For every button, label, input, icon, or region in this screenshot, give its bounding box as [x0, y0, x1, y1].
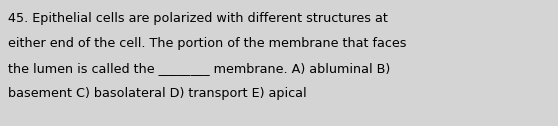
Text: the lumen is called the ________ membrane. A) abluminal B): the lumen is called the ________ membran… — [8, 62, 390, 75]
Text: either end of the cell. The portion of the membrane that faces: either end of the cell. The portion of t… — [8, 37, 406, 50]
Text: 45. Epithelial cells are polarized with different structures at: 45. Epithelial cells are polarized with … — [8, 12, 388, 25]
Text: basement C) basolateral D) transport E) apical: basement C) basolateral D) transport E) … — [8, 87, 307, 100]
